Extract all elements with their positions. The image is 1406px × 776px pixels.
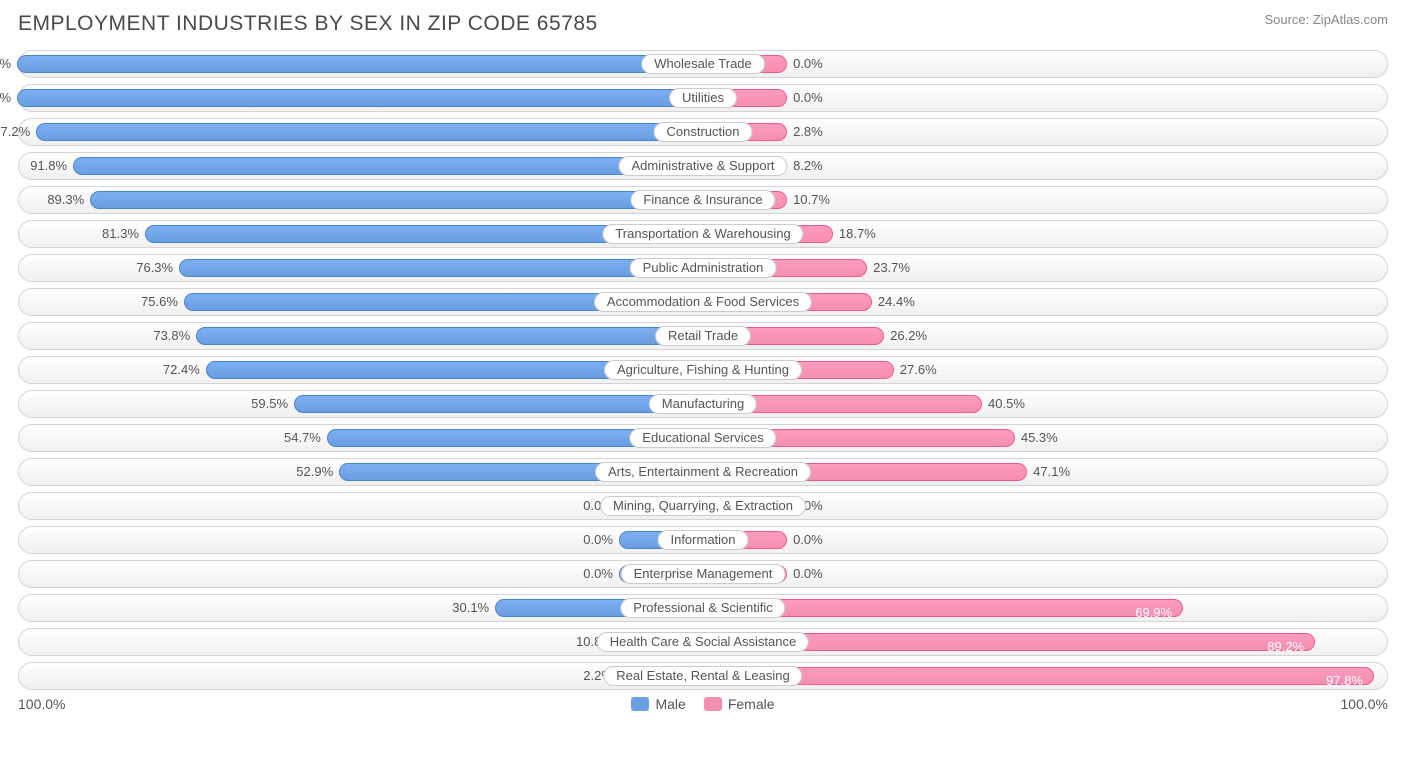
pct-female: 23.7% — [873, 259, 910, 277]
chart-row: 97.2%2.8%Construction — [18, 118, 1388, 146]
chart-header: EMPLOYMENT INDUSTRIES BY SEX IN ZIP CODE… — [18, 12, 1388, 36]
pct-male: 59.5% — [251, 395, 288, 413]
bar-male — [179, 259, 701, 277]
pct-female: 0.0% — [793, 55, 823, 73]
pct-female: 18.7% — [839, 225, 876, 243]
category-label: Information — [657, 530, 748, 550]
chart-row: 10.8%89.2%Health Care & Social Assistanc… — [18, 628, 1388, 656]
pct-male: 97.2% — [0, 123, 30, 141]
category-label: Educational Services — [629, 428, 776, 448]
category-label: Agriculture, Fishing & Hunting — [604, 360, 802, 380]
category-label: Construction — [654, 122, 753, 142]
chart-row: 100.0%0.0%Wholesale Trade — [18, 50, 1388, 78]
chart-source: Source: ZipAtlas.com — [1264, 12, 1388, 27]
legend-item-female: Female — [704, 696, 775, 712]
category-label: Retail Trade — [655, 326, 751, 346]
pct-female: 26.2% — [890, 327, 927, 345]
pct-female: 45.3% — [1021, 429, 1058, 447]
chart-row: 89.3% 10.7% Finance & Insurance — [18, 186, 1388, 214]
category-label: Health Care & Social Assistance — [597, 632, 809, 652]
legend-label-male: Male — [655, 696, 685, 712]
category-label: Public Administration — [630, 258, 777, 278]
pct-male: 100.0% — [0, 55, 11, 73]
bar-male — [294, 395, 701, 413]
chart-row: 0.0%0.0%Mining, Quarrying, & Extraction — [18, 492, 1388, 520]
bar-male — [196, 327, 701, 345]
bar-male — [17, 55, 701, 73]
chart-row: 0.0% 0.0% Information — [18, 526, 1388, 554]
pct-female: 24.4% — [878, 293, 915, 311]
chart-footer: 100.0% Male Female 100.0% — [18, 696, 1388, 712]
bar-female: 97.8% — [705, 667, 1374, 685]
bar-male — [36, 123, 701, 141]
bar-male — [90, 191, 701, 209]
chart-row: 59.5% 40.5% Manufacturing — [18, 390, 1388, 418]
category-label: Manufacturing — [649, 394, 757, 414]
category-label: Administrative & Support — [618, 156, 787, 176]
pct-female: 0.0% — [793, 565, 823, 583]
chart-row: 100.0%0.0%Utilities — [18, 84, 1388, 112]
chart-title: EMPLOYMENT INDUSTRIES BY SEX IN ZIP CODE… — [18, 12, 598, 36]
axis-right-label: 100.0% — [1341, 696, 1388, 712]
pct-male: 0.0% — [583, 565, 613, 583]
pct-male: 75.6% — [141, 293, 178, 311]
chart-row: 91.8% 8.2% Administrative & Support — [18, 152, 1388, 180]
pct-male: 81.3% — [102, 225, 139, 243]
axis-left-label: 100.0% — [18, 696, 65, 712]
chart-row: 75.6% 24.4% Accommodation & Food Services — [18, 288, 1388, 316]
category-label: Enterprise Management — [621, 564, 786, 584]
chart-row: 2.2%97.8%Real Estate, Rental & Leasing — [18, 662, 1388, 690]
category-label: Utilities — [669, 88, 737, 108]
pct-male: 72.4% — [163, 361, 200, 379]
chart-row: 54.7% 45.3% Educational Services — [18, 424, 1388, 452]
category-label: Arts, Entertainment & Recreation — [595, 462, 811, 482]
chart-row: 81.3% 18.7% Transportation & Warehousing — [18, 220, 1388, 248]
chart-row: 76.3% 23.7% Public Administration — [18, 254, 1388, 282]
pct-female: 10.7% — [793, 191, 830, 209]
chart-row: 72.4% 27.6% Agriculture, Fishing & Hunting — [18, 356, 1388, 384]
pct-female: 40.5% — [988, 395, 1025, 413]
category-label: Professional & Scientific — [620, 598, 785, 618]
bar-male — [17, 89, 701, 107]
pct-male: 76.3% — [136, 259, 173, 277]
pct-male: 52.9% — [296, 463, 333, 481]
legend-swatch-female — [704, 697, 722, 711]
pct-female: 8.2% — [793, 157, 823, 175]
legend-item-male: Male — [631, 696, 685, 712]
pct-male: 54.7% — [284, 429, 321, 447]
pct-female: 2.8% — [793, 123, 823, 141]
category-label: Mining, Quarrying, & Extraction — [600, 496, 806, 516]
chart-row: 52.9% 47.1% Arts, Entertainment & Recreati… — [18, 458, 1388, 486]
pct-female: 27.6% — [900, 361, 937, 379]
pct-female: 0.0% — [793, 531, 823, 549]
pct-female: 89.2% — [1267, 638, 1304, 656]
category-label: Wholesale Trade — [641, 54, 765, 74]
bar-male — [73, 157, 701, 175]
pct-female: 97.8% — [1326, 672, 1363, 690]
pct-male: 91.8% — [30, 157, 67, 175]
pct-female: 0.0% — [793, 89, 823, 107]
category-label: Real Estate, Rental & Leasing — [603, 666, 802, 686]
legend-swatch-male — [631, 697, 649, 711]
diverging-bar-chart: 100.0%0.0%Wholesale Trade100.0%0.0%Utili… — [18, 50, 1388, 690]
pct-female: 47.1% — [1033, 463, 1070, 481]
chart-row: 73.8% 26.2% Retail Trade — [18, 322, 1388, 350]
chart-row: 0.0% 0.0% Enterprise Management — [18, 560, 1388, 588]
legend-label-female: Female — [728, 696, 775, 712]
pct-male: 89.3% — [47, 191, 84, 209]
pct-male: 0.0% — [583, 531, 613, 549]
pct-male: 73.8% — [153, 327, 190, 345]
chart-row: 30.1% 69.9% Professional & Scientific — [18, 594, 1388, 622]
pct-female: 69.9% — [1135, 604, 1172, 622]
pct-male: 100.0% — [0, 89, 11, 107]
category-label: Finance & Insurance — [630, 190, 775, 210]
legend: Male Female — [631, 696, 774, 712]
category-label: Transportation & Warehousing — [602, 224, 803, 244]
category-label: Accommodation & Food Services — [594, 292, 812, 312]
pct-male: 30.1% — [452, 599, 489, 617]
